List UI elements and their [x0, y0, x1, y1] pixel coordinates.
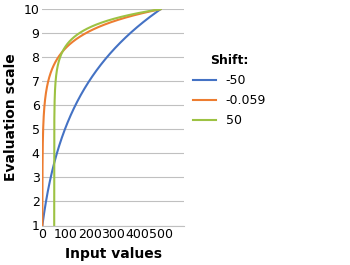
-50: [91, 74, 95, 77]
-0.059: [86, 30, 90, 34]
-0.059: [159, 8, 163, 11]
50: [71, 37, 75, 40]
50: [64, 44, 69, 47]
-0.059: [144, 11, 148, 14]
Line: -50: -50: [42, 9, 161, 226]
Legend: -50, -0.059, 50: -50, -0.059, 50: [193, 54, 266, 127]
-50: [61, 133, 65, 136]
-50: [156, 9, 160, 12]
-50: [144, 19, 148, 22]
50: [52, 224, 56, 227]
X-axis label: Input values: Input values: [65, 247, 162, 261]
-50: [86, 82, 90, 85]
50: [93, 24, 97, 27]
-50: [54, 155, 58, 158]
-0.059: [61, 50, 65, 53]
-50: [40, 224, 44, 227]
50: [156, 8, 161, 11]
Y-axis label: Evaluation scale: Evaluation scale: [4, 54, 18, 181]
-0.059: [156, 8, 160, 11]
Line: 50: 50: [54, 9, 161, 226]
50: [98, 22, 102, 25]
Line: -0.059: -0.059: [42, 9, 161, 226]
-50: [159, 8, 163, 11]
50: [145, 10, 149, 13]
50: [159, 8, 163, 11]
-0.059: [54, 60, 58, 63]
-0.059: [40, 224, 44, 227]
-0.059: [91, 28, 95, 31]
